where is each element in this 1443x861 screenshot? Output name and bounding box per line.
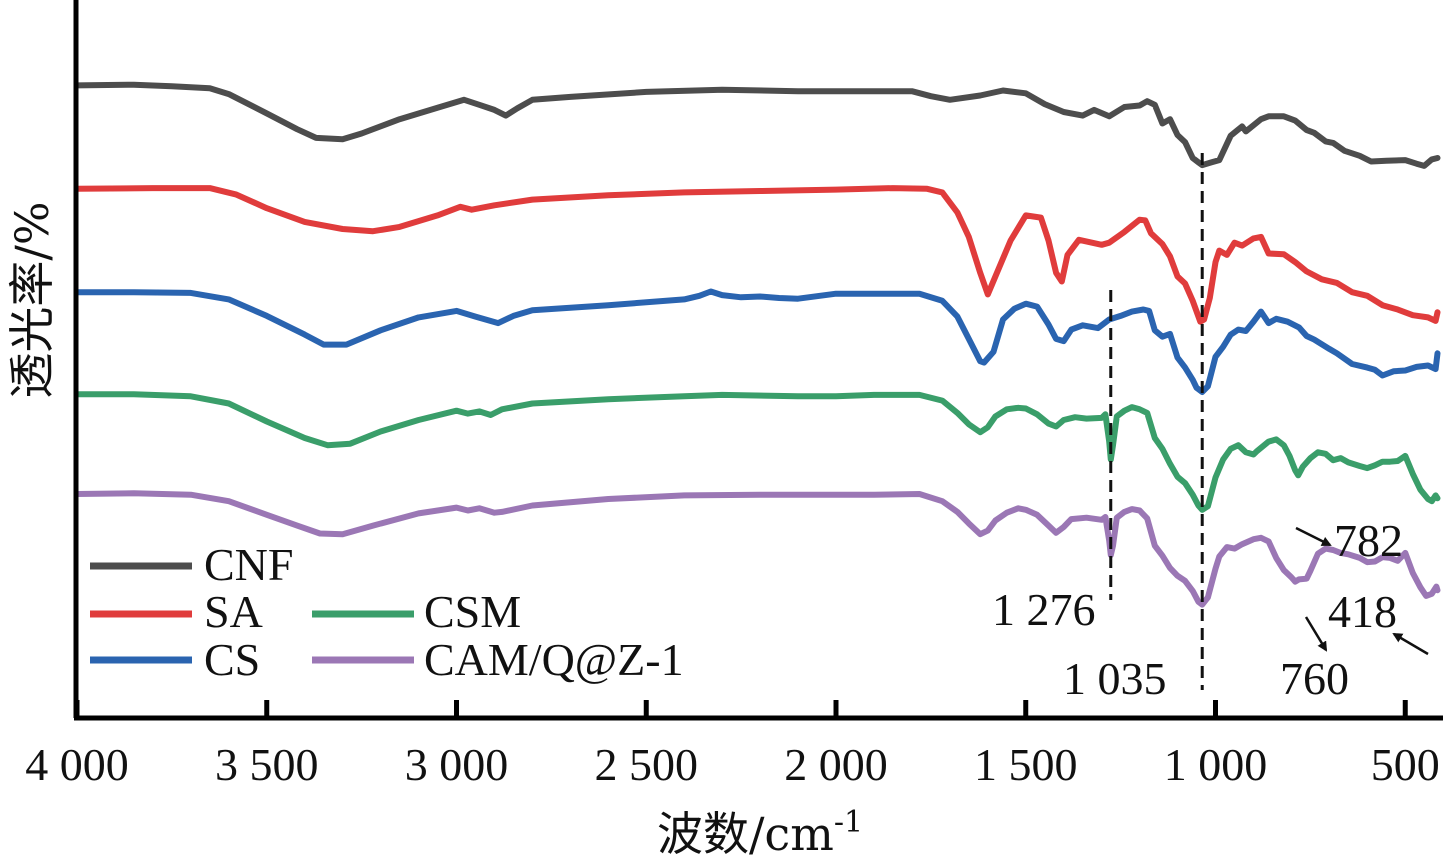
series-layer <box>74 81 1441 608</box>
x-ticks: 4 000 3 500 3 000 2 500 2 000 1 500 1 000 500 <box>25 700 1440 790</box>
x-tick-label-3500: 3 500 <box>215 739 319 790</box>
x-axis-title: 波数/cm-1 <box>657 805 863 861</box>
x-axis-title-main: 波数/cm <box>657 807 834 861</box>
annotation-arrow-760 <box>1304 616 1328 652</box>
legend-label-cam: CAM/Q@Z-1 <box>424 634 684 685</box>
y-axis-title: 透光率/% <box>5 201 59 398</box>
annotations: 1 276 1 035 782 760 418 <box>992 515 1429 704</box>
annotation-418: 418 <box>1328 586 1397 637</box>
annotation-1035: 1 035 <box>1063 653 1167 704</box>
legend-label-cnf: CNF <box>204 539 293 590</box>
legend-label-sa: SA <box>204 586 263 637</box>
series-line-cs <box>74 288 1441 395</box>
legend-label-csm: CSM <box>424 586 521 637</box>
annotation-arrow-418 <box>1392 632 1429 656</box>
x-tick-label-4000: 4 000 <box>25 739 129 790</box>
x-tick-label-500: 500 <box>1371 739 1440 790</box>
x-tick-label-1500: 1 500 <box>974 739 1078 790</box>
series-line-csm <box>74 391 1441 513</box>
annotation-760: 760 <box>1280 653 1349 704</box>
reference-lines <box>1109 153 1204 690</box>
series-line-sa <box>74 185 1441 325</box>
x-tick-label-3000: 3 000 <box>405 739 509 790</box>
x-tick-label-1000: 1 000 <box>1164 739 1268 790</box>
x-tick-label-2000: 2 000 <box>784 739 888 790</box>
annotation-782: 782 <box>1334 515 1403 566</box>
legend: CNF SA CS CSM CAM/Q@Z-1 <box>90 539 684 685</box>
series-line-cam-q-z-1 <box>74 490 1441 608</box>
axes <box>73 0 1443 721</box>
annotation-arrow-782 <box>1295 526 1332 547</box>
annotation-1276: 1 276 <box>992 584 1096 635</box>
legend-label-cs: CS <box>204 634 260 685</box>
series-line-cnf <box>74 81 1441 169</box>
x-tick-label-2500: 2 500 <box>595 739 699 790</box>
x-axis-title-sup: -1 <box>834 805 863 840</box>
